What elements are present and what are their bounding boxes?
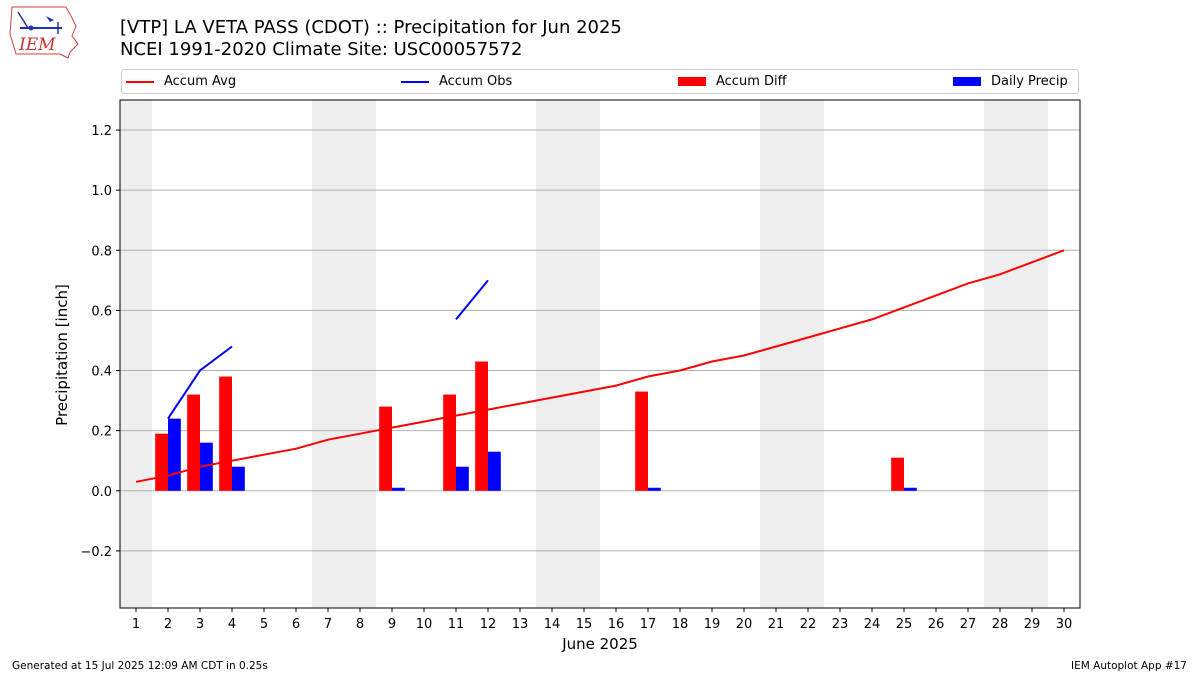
chart-subtitle: NCEI 1991-2020 Climate Site: USC00057572: [120, 39, 523, 60]
x-tick-label: 2: [164, 617, 172, 632]
x-tick-label: 27: [960, 617, 977, 632]
bar-accum-diff: [475, 361, 488, 491]
line-accum-avg: [135, 249, 1065, 483]
ticks: −0.20.00.20.40.60.81.01.21 2 3 4 5 6 7 8 9 10 11 12…: [80, 124, 1072, 632]
y-axis-label: Precipitation [inch]: [53, 284, 71, 426]
bar-accum-diff: [187, 394, 200, 491]
chart-title: [VTP] LA VETA PASS (CDOT) :: Precipitati…: [120, 17, 622, 38]
x-tick-label: 16: [608, 617, 625, 632]
x-tick-label: 26: [928, 617, 945, 632]
bar-daily-precip: [456, 466, 469, 491]
y-tick-label: 0.4: [91, 365, 112, 380]
bar-accum-diff: [379, 406, 392, 491]
y-tick-label: 1.0: [91, 184, 112, 199]
y-tick-label: 0.0: [91, 485, 112, 500]
bar-daily-precip: [232, 466, 245, 491]
weekend-band: [120, 100, 152, 608]
legend-item-accum-obs: Accum Obs: [401, 70, 512, 93]
x-tick-label: 11: [448, 617, 465, 632]
bar-daily-precip: [168, 418, 181, 491]
bar-daily-precip: [200, 442, 213, 491]
logo-text: IEM: [18, 35, 56, 55]
x-tick-label: 15: [576, 617, 593, 632]
plot-frame: [119, 99, 1081, 609]
x-tick-label: 28: [992, 617, 1009, 632]
bar-daily-precip: [648, 487, 661, 491]
y-tick-label: 0.2: [91, 425, 112, 440]
y-tick-label: 0.8: [91, 244, 112, 259]
weekend-band: [760, 100, 824, 608]
bar-accum-diff: [443, 394, 456, 491]
legend-item-accum-diff: Accum Diff: [678, 70, 787, 93]
weekend-band: [536, 100, 600, 608]
x-tick-label: 10: [416, 617, 433, 632]
x-tick-label: 4: [228, 617, 236, 632]
y-gridlines: [120, 129, 1080, 552]
legend-label: Accum Avg: [164, 74, 237, 89]
iem-logo: IEM: [9, 6, 79, 59]
x-tick-label: 9: [388, 617, 396, 632]
x-tick-label: 19: [704, 617, 721, 632]
x-tick-label: 13: [512, 617, 529, 632]
x-tick-label: 3: [196, 617, 204, 632]
x-tick-label: 21: [768, 617, 785, 632]
x-tick-label: 1: [132, 617, 140, 632]
weekend-shading: [120, 100, 1048, 608]
x-tick-label: 22: [800, 617, 817, 632]
bar-daily-precip: [392, 487, 405, 491]
bar-accum-diff: [155, 433, 168, 491]
generated-timestamp: Generated at 15 Jul 2025 12:09 AM CDT in…: [12, 660, 268, 672]
x-tick-label: 14: [544, 617, 561, 632]
legend-swatch: [126, 80, 154, 83]
x-tick-label: 18: [672, 617, 689, 632]
x-tick-label: 25: [896, 617, 913, 632]
legend-item-accum-avg: Accum Avg: [126, 70, 236, 93]
line-accum-obs: [167, 345, 233, 420]
legend-label: Accum Obs: [439, 74, 513, 89]
x-tick-label: 24: [864, 617, 881, 632]
weekend-band: [312, 100, 376, 608]
autoplot-app-label: IEM Autoplot App #17: [1071, 660, 1187, 672]
x-tick-label: 5: [260, 617, 268, 632]
line-accum-obs: [455, 279, 489, 321]
y-tick-label: 1.2: [91, 124, 112, 139]
x-tick-label: 17: [640, 617, 657, 632]
x-axis-label: June 2025: [561, 635, 638, 653]
legend-swatch: [678, 77, 706, 86]
x-tick-label: 23: [832, 617, 849, 632]
x-tick-label: 20: [736, 617, 753, 632]
x-tick-label: 7: [324, 617, 332, 632]
x-tick-label: 8: [356, 617, 364, 632]
bar-accum-diff: [635, 391, 648, 491]
x-tick-label: 6: [292, 617, 300, 632]
x-tick-label: 12: [480, 617, 497, 632]
legend-label: Daily Precip: [991, 74, 1068, 89]
legend-swatch: [953, 77, 981, 86]
bar-accum-diff: [219, 376, 232, 491]
chart-legend: Accum Avg Accum Obs Accum Diff Daily Pre…: [121, 69, 1079, 94]
axes: [119, 99, 1081, 609]
bar-daily-precip: [904, 487, 917, 491]
legend-swatch: [401, 80, 429, 83]
weekend-band: [984, 100, 1048, 608]
bar-accum-diff: [891, 457, 904, 491]
x-tick-label: 30: [1056, 617, 1073, 632]
bar-daily-precip: [488, 451, 501, 491]
y-tick-label: −0.2: [80, 545, 112, 560]
series-lines: [135, 249, 1065, 483]
legend-item-daily-precip: Daily Precip: [953, 70, 1068, 93]
y-tick-label: 0.6: [91, 304, 112, 319]
legend-label: Accum Diff: [716, 74, 787, 89]
x-tick-label: 29: [1024, 617, 1041, 632]
